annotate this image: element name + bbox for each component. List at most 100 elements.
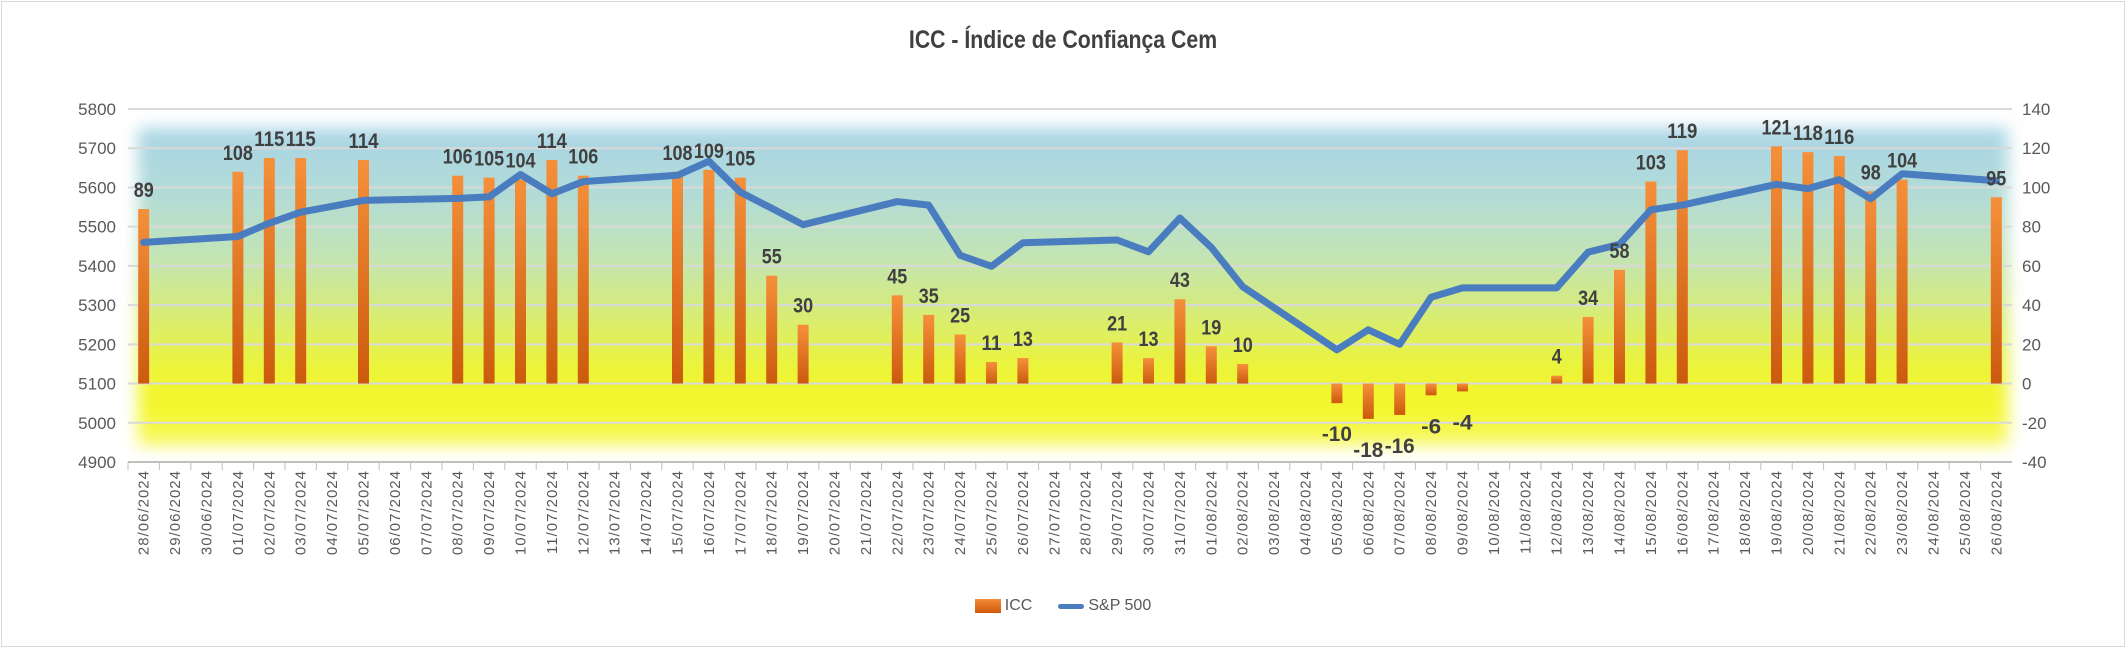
- icc-bar: [1111, 342, 1123, 384]
- icc-data-label: 104: [1887, 150, 1917, 173]
- x-tick-label: 15/08/2024: [1643, 470, 1660, 555]
- icc-data-label: 103: [1636, 152, 1666, 175]
- icc-bar: [577, 175, 589, 384]
- x-tick-label: 28/06/2024: [136, 470, 153, 555]
- x-tick-label: 07/08/2024: [1392, 470, 1409, 555]
- y-right-tick-label: 140: [2022, 100, 2050, 119]
- legend: ICC S&P 500: [0, 597, 2126, 615]
- y-left-tick-label: 5700: [78, 139, 116, 158]
- icc-bar: [1143, 358, 1154, 384]
- x-tick-label: 12/07/2024: [575, 470, 592, 555]
- x-tick-label: 02/07/2024: [261, 470, 278, 555]
- x-tick-label: 10/08/2024: [1486, 470, 1503, 555]
- icc-data-label: 115: [286, 128, 316, 151]
- x-tick-label: 12/08/2024: [1549, 470, 1566, 555]
- x-tick-label: 08/08/2024: [1423, 470, 1440, 555]
- icc-bar: [1990, 197, 2002, 384]
- x-tick-label: 13/08/2024: [1580, 470, 1597, 555]
- x-tick-label: 17/07/2024: [732, 470, 749, 555]
- icc-data-label: 55: [762, 246, 782, 269]
- y-right-tick-label: 120: [2022, 139, 2050, 158]
- x-tick-label: 22/08/2024: [1863, 470, 1880, 555]
- x-tick-label: 22/07/2024: [889, 470, 906, 555]
- x-tick-label: 01/08/2024: [1203, 470, 1220, 555]
- icc-bar: [138, 209, 150, 384]
- y-left-tick-label: 5600: [78, 178, 116, 197]
- y-left-tick-label: 5400: [78, 257, 116, 276]
- icc-bar: [1582, 316, 1594, 384]
- icc-bar: [1896, 179, 1908, 384]
- plot-background-gradient: [138, 128, 2008, 446]
- x-tick-label: 02/08/2024: [1235, 470, 1252, 555]
- x-tick-label: 08/07/2024: [450, 470, 467, 555]
- x-tick-label: 24/08/2024: [1926, 470, 1943, 555]
- x-tick-label: 16/08/2024: [1674, 470, 1691, 555]
- icc-bar: [515, 179, 526, 384]
- y-left-tick-label: 5800: [78, 100, 116, 119]
- legend-label-sp500: S&P 500: [1088, 597, 1152, 614]
- icc-data-label: -18: [1353, 439, 1383, 462]
- icc-bar: [1394, 383, 1406, 415]
- x-tick-label: 13/07/2024: [607, 470, 624, 555]
- icc-data-label: 109: [694, 140, 724, 163]
- icc-bar: [1551, 375, 1563, 384]
- y-left-tick-label: 5300: [78, 296, 116, 315]
- icc-bar: [923, 314, 935, 384]
- icc-bar: [1237, 363, 1249, 384]
- y-right-tick-label: 40: [2022, 296, 2041, 315]
- icc-bar: [232, 171, 244, 384]
- x-tick-label: 09/08/2024: [1455, 470, 1472, 555]
- icc-data-label: 108: [663, 142, 693, 165]
- icc-bar: [1676, 150, 1688, 384]
- x-tick-label: 18/07/2024: [764, 470, 781, 555]
- icc-bar: [1771, 146, 1782, 384]
- x-tick-label: 23/08/2024: [1894, 470, 1911, 555]
- icc-bar: [483, 177, 495, 384]
- icc-bar: [1425, 383, 1437, 396]
- icc-data-label: 116: [1824, 126, 1854, 149]
- chart-title: ICC - Índice de Confiança Cem: [908, 26, 1218, 54]
- icc-bar: [986, 361, 997, 384]
- x-tick-label: 21/08/2024: [1831, 470, 1848, 555]
- x-tick-label: 18/08/2024: [1737, 470, 1754, 555]
- y-right-tick-label: -20: [2022, 414, 2047, 433]
- icc-data-label: 105: [725, 148, 755, 171]
- legend-label-icc: ICC: [1004, 597, 1033, 614]
- icc-bar: [734, 177, 746, 384]
- legend-swatch-icc: [974, 599, 1001, 613]
- x-tick-label: 31/07/2024: [1172, 470, 1189, 555]
- icc-data-label: 118: [1793, 122, 1823, 145]
- y-left-tick-label: 5000: [78, 414, 116, 433]
- icc-data-label: 21: [1107, 312, 1127, 335]
- x-tick-label: 25/08/2024: [1957, 470, 1974, 555]
- icc-bar: [358, 159, 369, 384]
- icc-data-label: 10: [1233, 334, 1253, 357]
- icc-data-label: 11: [982, 332, 1002, 355]
- icc-data-label: 115: [254, 128, 284, 151]
- icc-bar: [766, 275, 778, 384]
- icc-data-label: 106: [443, 146, 473, 169]
- y-left-tick-label: 5100: [78, 375, 116, 394]
- x-tick-label: 19/08/2024: [1769, 470, 1786, 555]
- icc-bar: [1645, 181, 1657, 384]
- y-right-tick-label: -40: [2022, 453, 2047, 472]
- icc-data-label: 121: [1762, 116, 1792, 139]
- icc-data-label: 108: [223, 142, 253, 165]
- x-tick-label: 20/08/2024: [1800, 470, 1817, 555]
- icc-data-label: 35: [919, 285, 939, 308]
- icc-data-label: 104: [506, 150, 536, 173]
- x-tick-label: 04/07/2024: [324, 470, 341, 555]
- x-tick-label: 06/08/2024: [1360, 470, 1377, 555]
- x-tick-label: 23/07/2024: [921, 470, 938, 555]
- y-right-tick-label: 100: [2022, 178, 2050, 197]
- x-tick-label: 03/07/2024: [293, 470, 310, 555]
- x-tick-label: 30/06/2024: [199, 470, 216, 555]
- x-tick-label: 04/08/2024: [1298, 470, 1315, 555]
- legend-item-sp500: S&P 500: [1058, 597, 1151, 615]
- icc-data-label: 114: [349, 130, 379, 153]
- icc-bar: [954, 334, 966, 384]
- x-tick-label: 14/08/2024: [1612, 470, 1629, 555]
- icc-bar: [1833, 156, 1845, 384]
- x-tick-label: 20/07/2024: [827, 470, 844, 555]
